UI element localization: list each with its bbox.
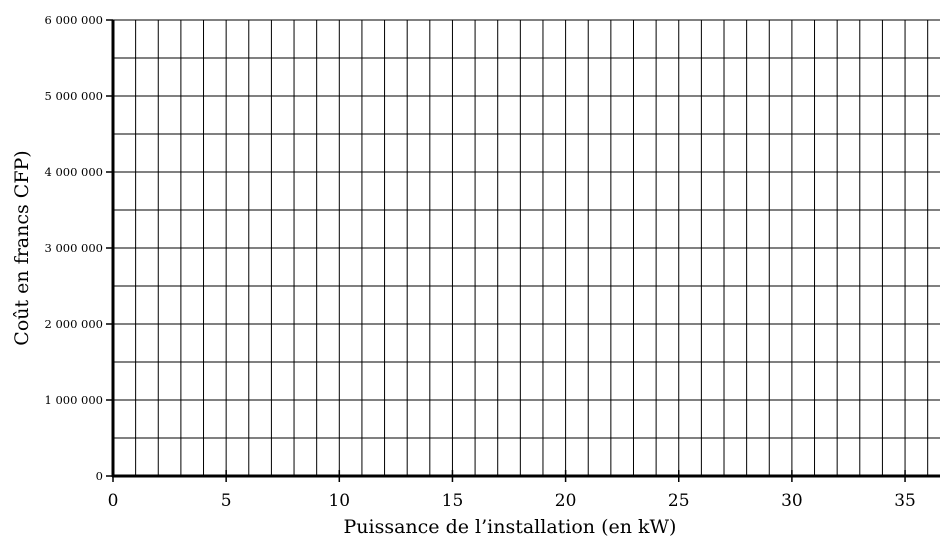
y-tick-label: 5 000 000 xyxy=(44,89,103,103)
y-tick-label: 6 000 000 xyxy=(44,13,103,27)
x-tick-label: 20 xyxy=(555,491,577,511)
x-tick-label: 10 xyxy=(328,491,350,511)
x-tick-label: 5 xyxy=(221,491,232,511)
tick-labels: 0 5 10 15 20 25 30 35 0 1 000 000 2 000 000 3 000 0… xyxy=(44,13,915,511)
grid xyxy=(113,20,940,476)
x-tick-label: 25 xyxy=(668,491,690,511)
y-tick-label: 4 000 000 xyxy=(44,165,103,179)
y-axis-title: Coût en francs CFP) xyxy=(11,150,33,345)
x-tick-label: 30 xyxy=(781,491,803,511)
y-tick-label: 3 000 000 xyxy=(44,241,103,255)
x-tick-label: 35 xyxy=(894,491,916,511)
x-tick-label: 15 xyxy=(442,491,464,511)
x-tick-label: 0 xyxy=(108,491,119,511)
y-tick-label: 2 000 000 xyxy=(44,317,103,331)
y-tick-label: 0 xyxy=(96,469,103,483)
x-axis-title: Puissance de l’installation (en kW) xyxy=(344,516,677,538)
y-tick-label: 1 000 000 xyxy=(44,393,103,407)
